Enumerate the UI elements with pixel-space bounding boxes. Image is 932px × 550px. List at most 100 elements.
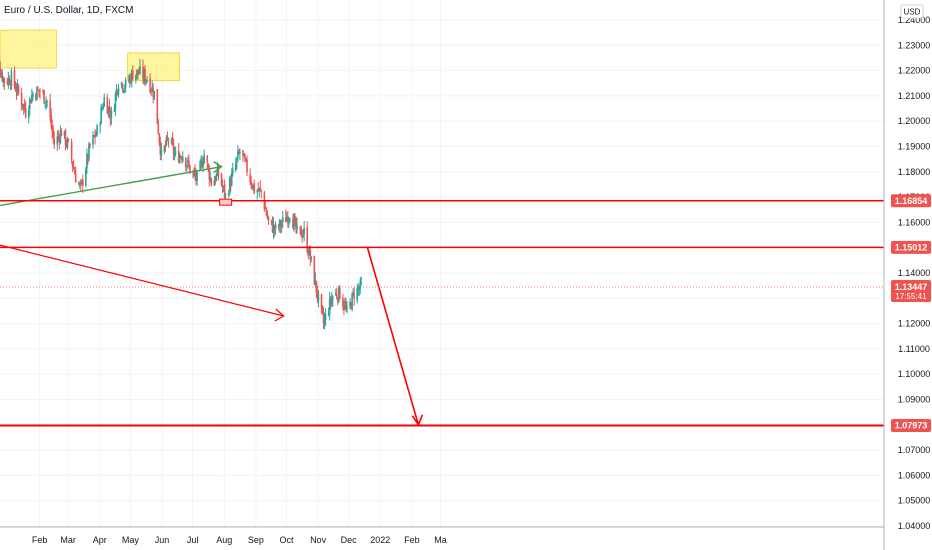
candle-body [313,256,316,285]
candle-body [357,288,360,290]
candle-body [302,234,304,237]
candle-body [73,169,76,174]
candle-body [270,219,273,221]
candle-body [16,84,19,92]
candle-body [50,115,52,127]
candle-body [227,194,230,196]
candle-body [293,217,295,231]
candle-body [259,187,262,189]
candle-body [359,280,362,289]
candles [0,58,363,330]
candle-body [243,154,245,157]
candle-body [42,91,44,93]
candle-body [350,303,352,309]
candle-body [200,160,202,163]
candle-body [180,158,183,160]
candle-body [120,82,123,86]
candle-body [87,154,89,160]
candle-body [94,134,96,138]
candle-body [179,156,182,158]
candle-body [181,156,184,162]
candle-body [209,177,212,180]
chart-title: Euro / U.S. Dollar, 1D, FXCM [4,5,133,16]
candle-body [60,130,63,136]
candle-body [246,159,248,173]
candle-body [258,188,261,191]
candle-body [20,92,23,106]
candle-body [102,107,105,109]
candle-body [289,218,291,220]
y-tick-label: 1.21000 [898,91,931,101]
candle-body [35,94,37,99]
candle-body [64,130,67,145]
level-badge-label: 1.07973 [895,420,928,430]
candle-body [253,183,255,193]
x-tick-label: Feb [404,535,420,545]
candle-body [103,97,106,107]
candle-body [213,180,216,186]
candle-body [203,154,205,164]
candle-body [199,161,201,171]
candle-body [237,151,239,159]
candle-body [44,102,46,104]
candle-body [8,78,11,85]
candle-body [149,78,151,93]
candle-body [358,288,361,290]
candle-body [113,108,116,112]
candle-body [235,163,237,171]
candle-body [9,84,12,86]
candle-body [56,136,59,146]
candle-body [14,86,17,91]
candle-body [142,66,144,79]
candle-body [338,286,340,303]
candle-body [307,251,310,256]
candle-body [13,69,16,86]
current-price-badge [891,279,931,302]
candle-body [170,139,173,143]
y-tick-label: 1.22000 [898,66,931,76]
candle-body [309,250,312,260]
candle-body [135,74,137,80]
currency-button[interactable]: USD [900,4,924,19]
candle-body [45,100,47,104]
candle-body [229,179,232,187]
candle-body [271,221,274,233]
level-badge-label: 1.16854 [895,196,928,206]
small-marker-box [219,198,233,206]
candle-body [110,110,113,118]
candle-body [345,305,347,309]
y-tick-label: 1.18000 [898,167,931,177]
candle-body [72,166,75,169]
candle-body [195,173,197,180]
candle-body [96,125,98,135]
candle-body [185,157,187,168]
candle-body [279,221,282,227]
candle-body [337,298,339,302]
candle-body [174,151,177,153]
y-tick-label: 1.04000 [898,521,931,531]
candle-body [257,189,260,192]
y-tick-label: 1.20000 [898,116,931,126]
candle-body [228,178,231,195]
x-tick-label: Ma [434,535,447,545]
candle-body [274,224,277,229]
y-tick-label: 1.10000 [898,369,931,379]
candle-body [194,170,196,176]
candle-body [187,159,189,164]
y-tick-label: 1.09000 [898,395,931,405]
y-tick-label: 1.24000 [898,15,931,25]
candle-body [265,209,268,215]
candle-body [353,293,355,299]
x-tick-label: Nov [310,535,327,545]
candle-body [252,184,254,190]
candle-body [343,305,345,310]
candle-body [59,130,62,144]
candle-body [267,216,270,221]
candle-body [28,98,31,110]
candle-body [188,161,190,166]
highlight-zones [0,29,181,82]
candle-body [49,100,51,117]
candle-body [301,235,303,238]
